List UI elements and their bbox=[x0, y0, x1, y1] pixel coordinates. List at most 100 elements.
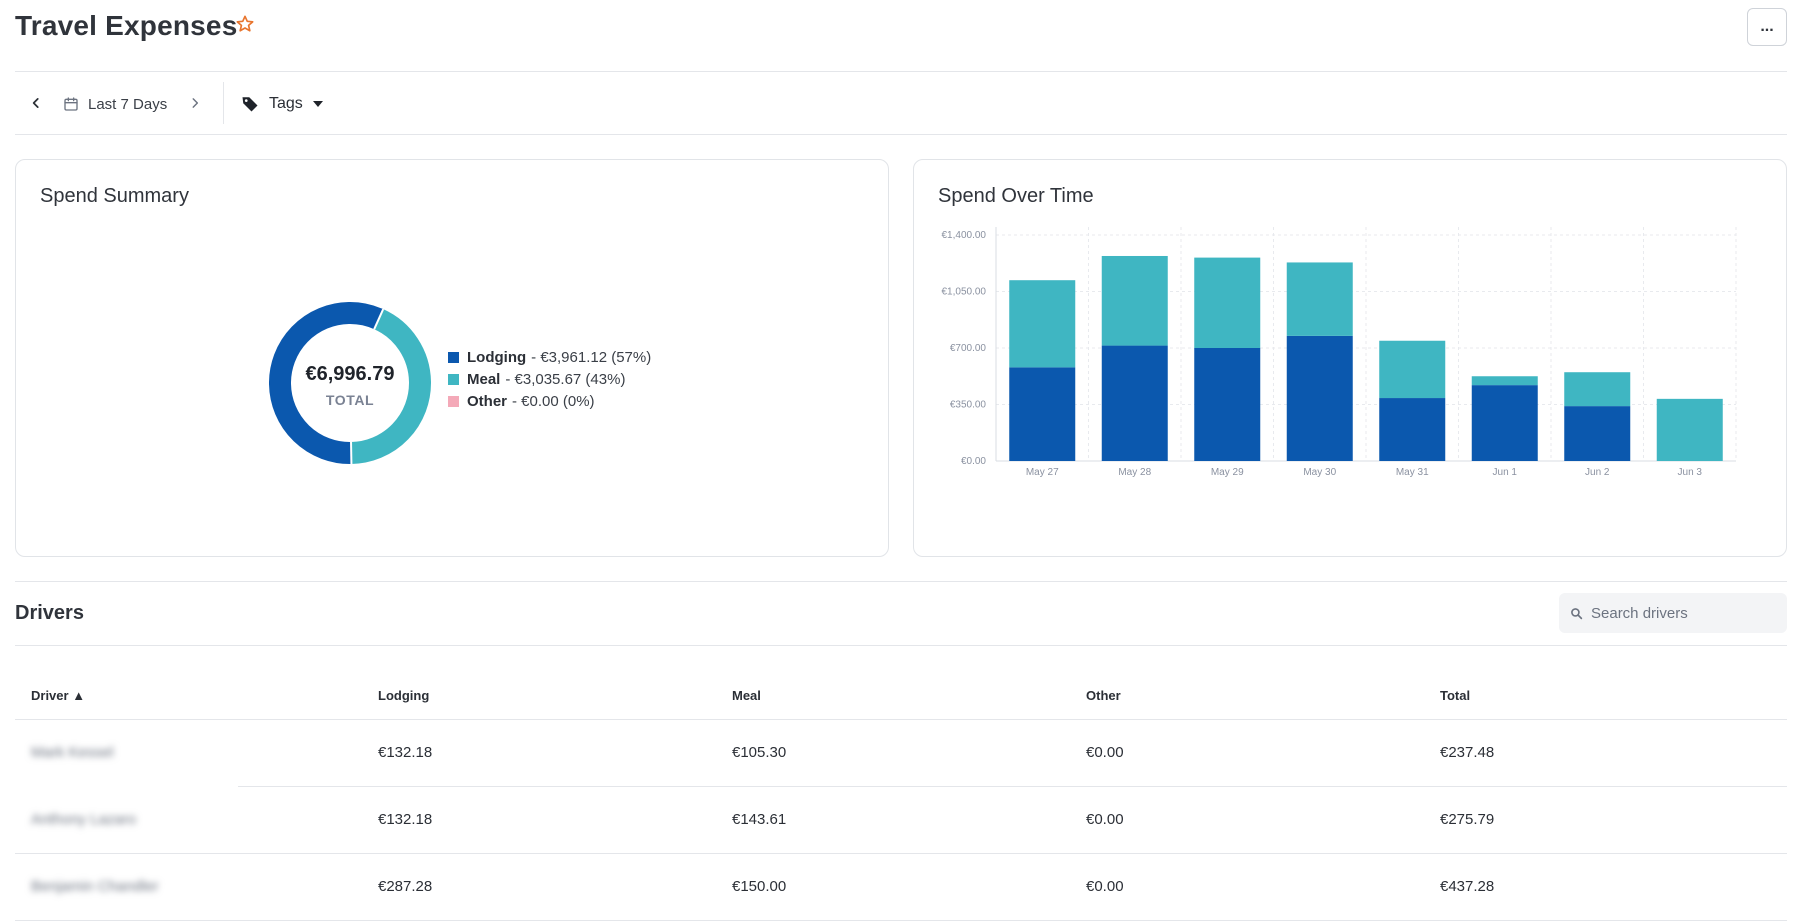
legend-swatch-lodging bbox=[448, 351, 459, 363]
drivers-table: Driver ▲ Lodging Meal Other Total Mark K… bbox=[15, 676, 1787, 921]
caret-down-icon bbox=[312, 101, 323, 107]
legend-detail: - €0.00 (0%) bbox=[512, 392, 595, 410]
star-icon[interactable] bbox=[235, 14, 257, 36]
tags-dropdown[interactable]: Tags bbox=[241, 92, 323, 116]
cell-total: €237.48 bbox=[1440, 744, 1495, 761]
bar-lodging-may-30[interactable] bbox=[1286, 335, 1353, 461]
cell-meal: €105.30 bbox=[732, 744, 787, 761]
column-header-driver[interactable]: Driver ▲ bbox=[31, 688, 86, 703]
date-range-label: Last 7 Days bbox=[88, 95, 168, 113]
y-tick-label: €1,400.00 bbox=[942, 230, 987, 241]
table-row[interactable]: Anthony Lazaro €132.18 €143.61 €0.00 €27… bbox=[15, 787, 1787, 854]
drivers-divider-bottom bbox=[15, 645, 1787, 646]
legend-item-other[interactable]: Other - €0.00 (0%) bbox=[448, 390, 651, 412]
bar-lodging-may-27[interactable] bbox=[1009, 367, 1076, 461]
bar-meal-may-31[interactable] bbox=[1379, 340, 1446, 399]
bar-lodging-may-31[interactable] bbox=[1379, 398, 1446, 461]
bar-lodging-may-29[interactable] bbox=[1194, 348, 1261, 461]
legend-name: Meal bbox=[467, 370, 501, 388]
legend-item-lodging[interactable]: Lodging - €3,961.12 (57%) bbox=[448, 346, 651, 368]
bar-meal-jun-2[interactable] bbox=[1564, 372, 1631, 407]
spend-over-time-title: Spend Over Time bbox=[938, 185, 1094, 207]
bar-meal-may-29[interactable] bbox=[1194, 257, 1261, 348]
donut-total-value: €6,996.79 bbox=[305, 363, 395, 385]
header-divider bbox=[15, 71, 1787, 72]
spend-over-time-chart: €0.00 €350.00 €700.00 €1,050.00 €1,400.00 May… bbox=[942, 227, 1737, 478]
spend-summary-card: Spend Summary €6,996.79 TOTAL Lodging - … bbox=[15, 159, 889, 557]
cell-lodging: €287.28 bbox=[378, 878, 433, 895]
page-title: Travel Expenses bbox=[15, 10, 238, 41]
cell-other: €0.00 bbox=[1086, 878, 1124, 895]
column-header-other[interactable]: Other bbox=[1086, 688, 1121, 703]
bar-lodging-may-28[interactable] bbox=[1101, 345, 1168, 461]
legend-detail: - €3,961.12 (57%) bbox=[531, 348, 652, 366]
legend-swatch-other bbox=[448, 395, 459, 407]
spend-over-time-card: Spend Over Time €0.00 €350.00 €700.00 €1,05… bbox=[913, 159, 1787, 557]
cell-meal: €150.00 bbox=[732, 878, 787, 895]
x-tick-label: May 29 bbox=[1211, 467, 1244, 478]
cell-lodging: €132.18 bbox=[378, 811, 433, 828]
x-tick-label: Jun 1 bbox=[1493, 467, 1518, 478]
spend-donut-chart bbox=[269, 302, 431, 465]
row-divider bbox=[15, 853, 1787, 854]
x-tick-label: May 28 bbox=[1118, 467, 1151, 478]
search-drivers-input[interactable] bbox=[1591, 604, 1771, 622]
legend-name: Other bbox=[467, 392, 508, 410]
donut-separator bbox=[373, 308, 385, 330]
search-box[interactable] bbox=[1559, 593, 1787, 633]
table-header-row: Driver ▲ Lodging Meal Other Total bbox=[15, 676, 1787, 720]
column-header-total[interactable]: Total bbox=[1440, 688, 1471, 703]
cell-other: €0.00 bbox=[1086, 744, 1124, 761]
legend-item-meal[interactable]: Meal - €3,035.67 (43%) bbox=[448, 368, 651, 390]
drivers-divider-top bbox=[15, 581, 1787, 582]
x-tick-label: Jun 3 bbox=[1678, 467, 1703, 478]
bar-meal-may-28[interactable] bbox=[1101, 255, 1168, 346]
column-header-meal[interactable]: Meal bbox=[732, 688, 761, 703]
spend-legend: Lodging - €3,961.12 (57%) Meal - €3,035.… bbox=[448, 346, 651, 412]
table-row[interactable]: Mark Kessel €132.18 €105.30 €0.00 €237.4… bbox=[15, 720, 1787, 787]
bar-meal-jun-1[interactable] bbox=[1471, 376, 1538, 386]
y-tick-label: €0.00 bbox=[961, 456, 986, 467]
page-header: Travel Expenses ... bbox=[15, 0, 1787, 72]
next-period-button[interactable] bbox=[182, 90, 208, 116]
cell-other: €0.00 bbox=[1086, 811, 1124, 828]
x-tick-label: Jun 2 bbox=[1585, 467, 1610, 478]
date-range-picker[interactable]: Last 7 Days bbox=[63, 92, 167, 116]
previous-period-button[interactable] bbox=[23, 90, 49, 116]
bar-meal-may-30[interactable] bbox=[1286, 262, 1353, 336]
cell-total: €437.28 bbox=[1440, 878, 1495, 895]
tags-label: Tags bbox=[269, 95, 303, 112]
cell-meal: €143.61 bbox=[732, 811, 787, 828]
drivers-header: Drivers bbox=[15, 582, 1787, 646]
spend-summary-title: Spend Summary bbox=[40, 185, 189, 207]
tag-icon bbox=[242, 97, 258, 112]
chevron-right-icon bbox=[192, 98, 199, 108]
legend-swatch-meal bbox=[448, 373, 459, 385]
legend-name: Lodging bbox=[467, 348, 527, 366]
y-tick-label: €350.00 bbox=[950, 400, 987, 411]
cell-driver: Anthony Lazaro bbox=[31, 811, 137, 828]
bar-lodging-jun-2[interactable] bbox=[1564, 406, 1631, 461]
cell-lodging: €132.18 bbox=[378, 744, 433, 761]
y-tick-label: €700.00 bbox=[950, 343, 987, 354]
table-row[interactable]: Benjamin Chandler €287.28 €150.00 €0.00 … bbox=[15, 854, 1787, 921]
bar-meal-jun-3[interactable] bbox=[1656, 398, 1723, 461]
row-divider bbox=[15, 920, 1787, 921]
chevron-left-icon bbox=[32, 98, 39, 108]
filter-toolbar: Last 7 Days Tags bbox=[15, 72, 1787, 134]
column-header-lodging[interactable]: Lodging bbox=[378, 688, 430, 703]
donut-total-caption: TOTAL bbox=[325, 392, 375, 408]
cell-driver: Mark Kessel bbox=[31, 744, 114, 761]
more-options-button[interactable]: ... bbox=[1747, 8, 1787, 46]
bar-lodging-jun-1[interactable] bbox=[1471, 385, 1538, 461]
row-divider bbox=[238, 786, 1787, 787]
x-tick-label: May 31 bbox=[1396, 467, 1429, 478]
bar-meal-may-27[interactable] bbox=[1009, 280, 1076, 368]
y-tick-label: €1,050.00 bbox=[942, 287, 987, 298]
legend-detail: - €3,035.67 (43%) bbox=[505, 370, 626, 388]
calendar-icon bbox=[64, 97, 78, 111]
toolbar-divider bbox=[15, 134, 1787, 135]
search-icon bbox=[1571, 607, 1583, 619]
cell-driver: Benjamin Chandler bbox=[31, 878, 159, 895]
x-tick-label: May 27 bbox=[1026, 467, 1059, 478]
